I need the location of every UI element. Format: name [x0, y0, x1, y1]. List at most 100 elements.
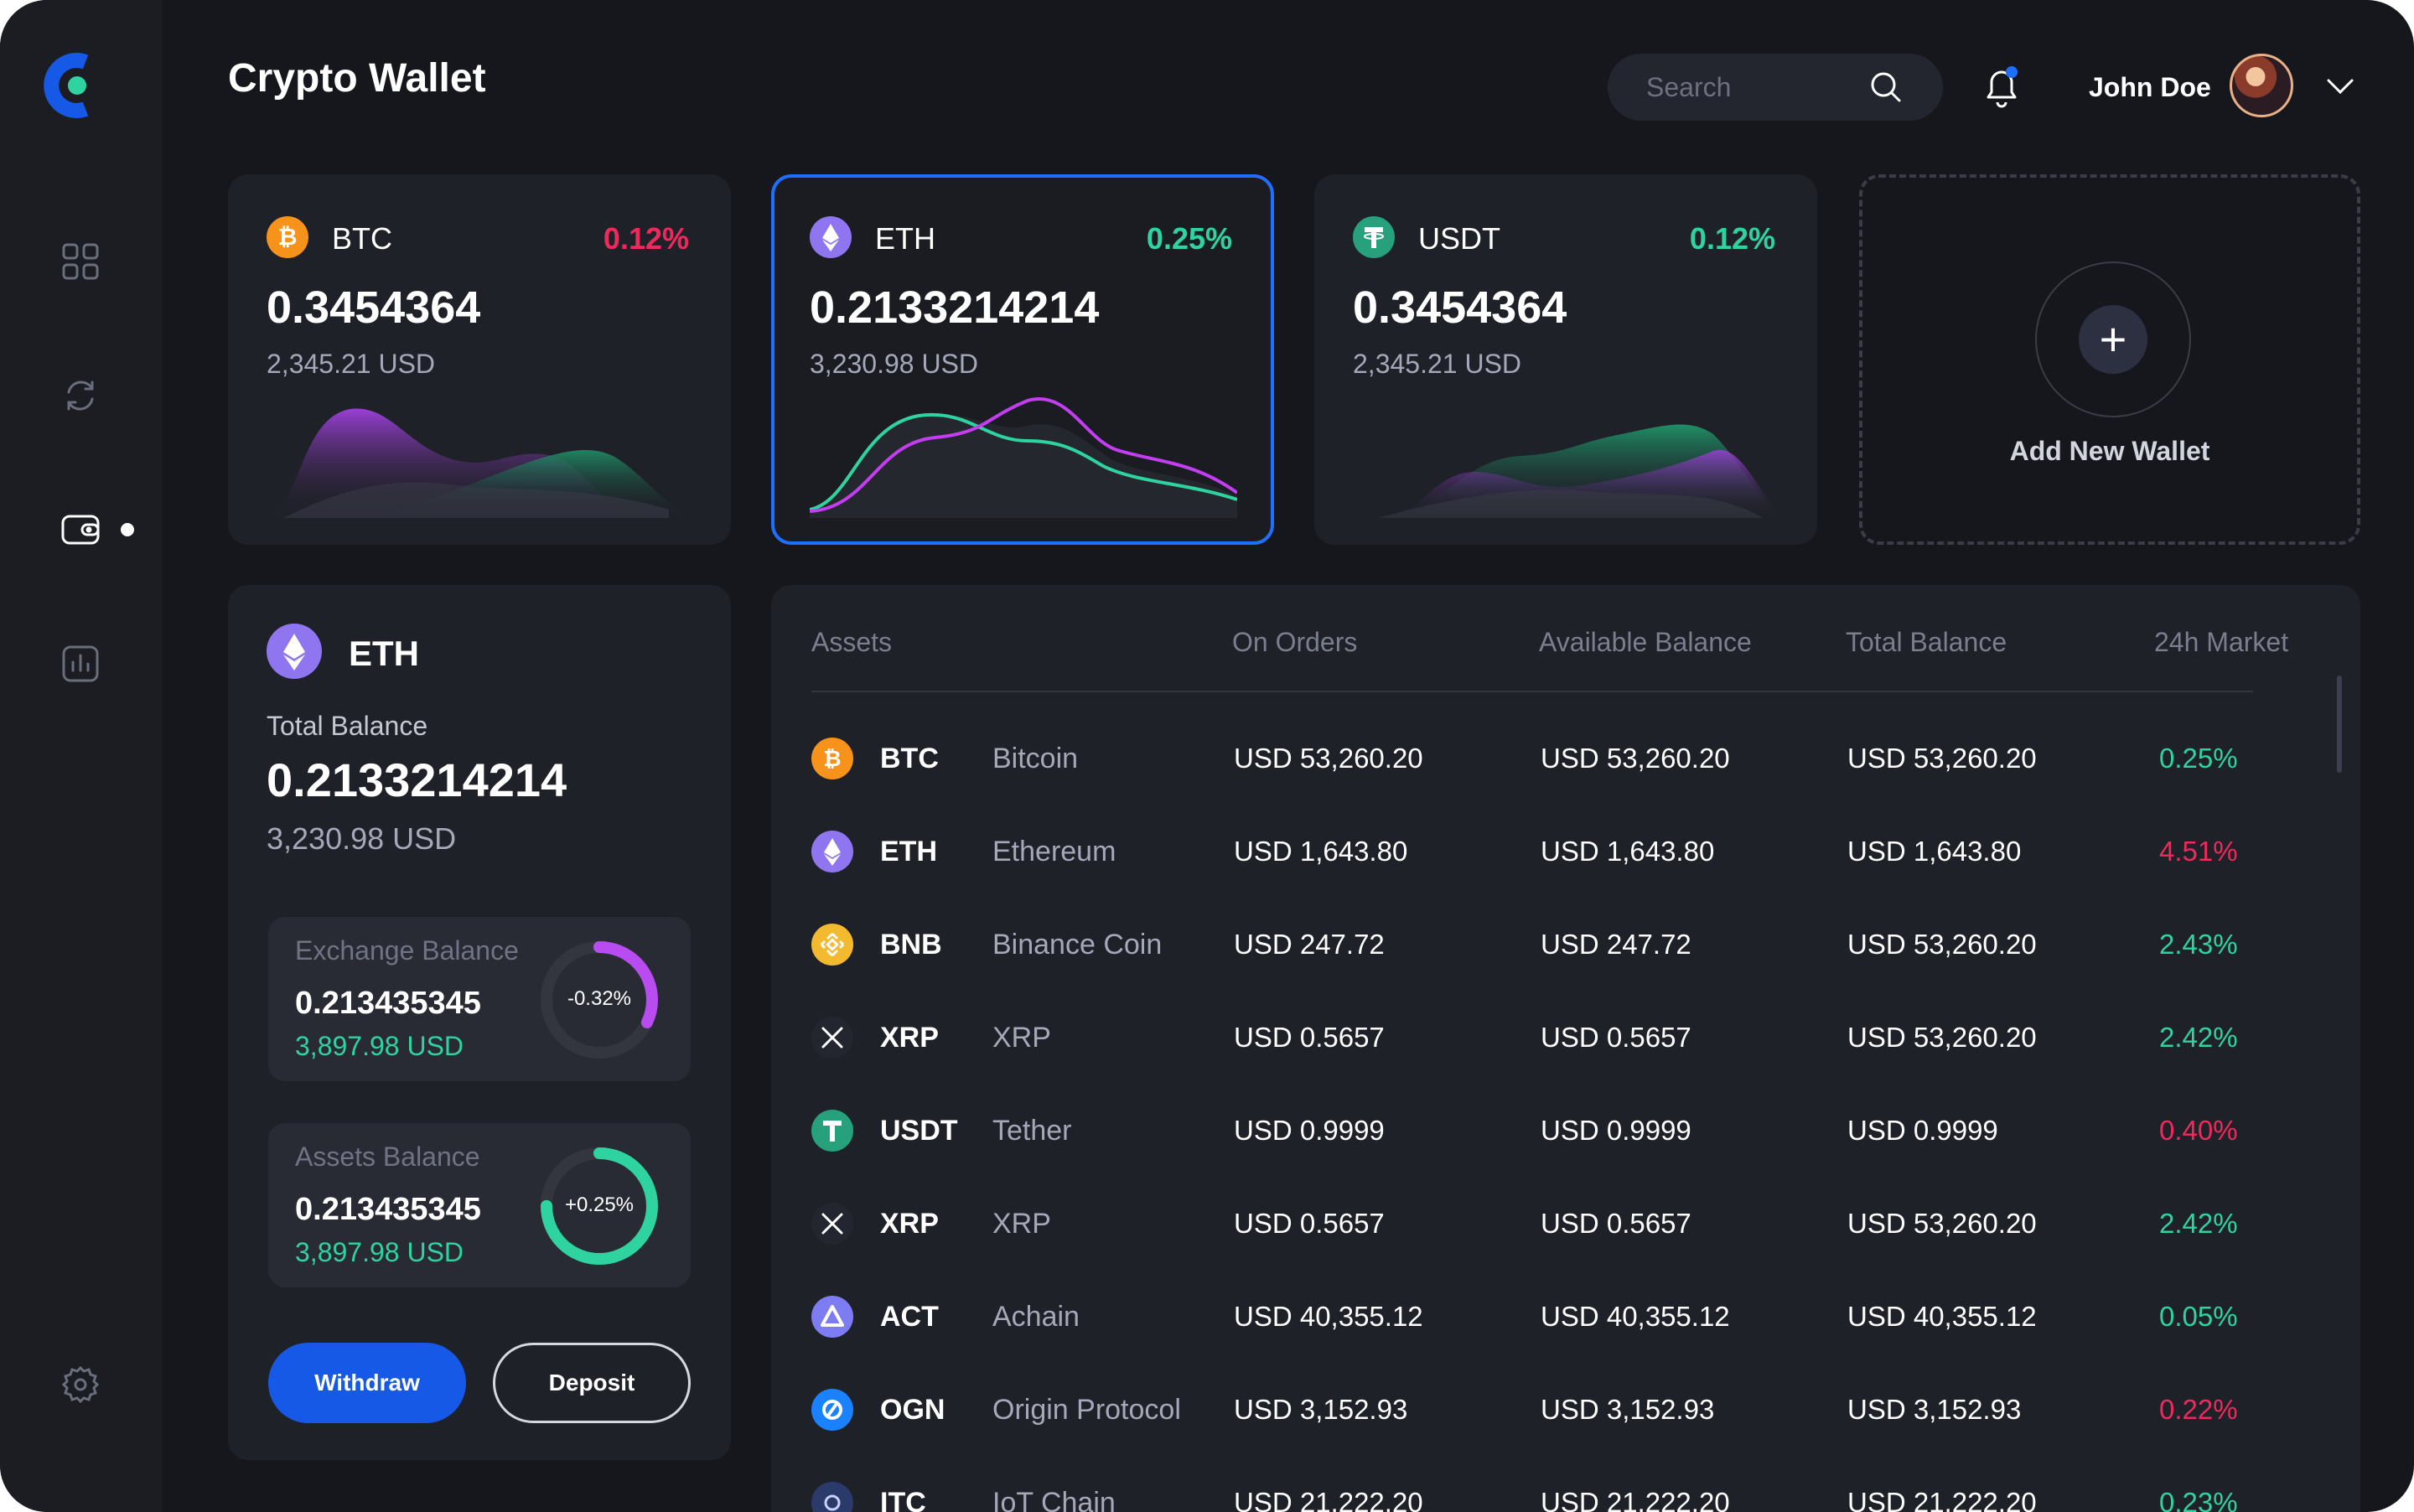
cell-total-balance: USD 53,260.20	[1847, 929, 2037, 960]
cell-name: Origin Protocol	[992, 1394, 1181, 1426]
cell-24h-market: 0.23%	[2159, 1487, 2238, 1512]
deposit-button[interactable]: Deposit	[493, 1343, 691, 1423]
search-bar[interactable]	[1608, 54, 1943, 121]
scrollbar[interactable]	[2337, 676, 2342, 773]
assets-balance-ring	[541, 1147, 658, 1265]
chevron-down-icon[interactable]	[2323, 72, 2357, 99]
total-balance-label: Total Balance	[267, 711, 428, 741]
ethereum-icon	[811, 831, 853, 873]
cell-available-balance: USD 21,222.20	[1541, 1487, 1730, 1512]
table-row[interactable]: XRP XRP USD 0.5657 USD 0.5657 USD 53,260.20 2…	[771, 1176, 2360, 1270]
column-header-assets[interactable]: Assets	[811, 627, 893, 657]
cell-24h-market: 0.40%	[2159, 1115, 2238, 1146]
search-input[interactable]	[1646, 54, 1864, 121]
svg-text:₿: ₿	[823, 747, 841, 772]
achain-icon	[811, 1296, 853, 1338]
cell-total-balance: USD 53,260.20	[1847, 743, 2037, 774]
cell-available-balance: USD 0.5657	[1541, 1022, 1691, 1053]
add-wallet-plus-icon[interactable]: +	[2079, 305, 2147, 374]
search-icon[interactable]	[1867, 69, 1904, 106]
cell-symbol: ITC	[880, 1487, 926, 1512]
cell-symbol: OGN	[880, 1394, 945, 1426]
exchange-balance-card: Exchange Balance 0.213435345 3,897.98 US…	[268, 917, 691, 1081]
cell-24h-market: 2.43%	[2159, 929, 2238, 960]
add-wallet-ring: +	[2035, 261, 2191, 417]
column-header-on-orders[interactable]: On Orders	[1232, 627, 1358, 657]
cell-on-orders: USD 21,222.20	[1234, 1487, 1423, 1512]
cell-name: Binance Coin	[992, 929, 1163, 961]
cell-24h-market: 4.51%	[2159, 836, 2238, 867]
cell-24h-market: 0.05%	[2159, 1301, 2238, 1332]
cell-on-orders: USD 1,643.80	[1234, 836, 1408, 867]
assets-balance-card: Assets Balance 0.213435345 3,897.98 USD …	[268, 1123, 691, 1287]
assets-balance-amount: 0.213435345	[295, 1192, 481, 1227]
table-row[interactable]: ACT Achain USD 40,355.12 USD 40,355.12 USD 4…	[771, 1269, 2360, 1363]
nav-wallet-icon[interactable]	[59, 508, 102, 551]
header-divider	[811, 691, 2253, 692]
column-header-24h-market[interactable]: 24h Market	[2154, 627, 2289, 657]
wallet-symbol: USDT	[1418, 221, 1500, 256]
nav-dashboard-icon[interactable]	[59, 240, 102, 283]
cell-symbol: XRP	[880, 1022, 939, 1054]
cell-available-balance: USD 247.72	[1541, 929, 1691, 960]
wallet-sparkline	[1378, 424, 1780, 518]
table-row[interactable]: BNB Binance Coin USD 247.72 USD 247.72 USD 5…	[771, 897, 2360, 991]
cell-available-balance: USD 3,152.93	[1541, 1394, 1715, 1425]
wallet-usd: 2,345.21 USD	[267, 349, 436, 379]
table-row[interactable]: ITC IoT Chain USD 21,222.20 USD 21,222.20 US…	[771, 1455, 2360, 1512]
wallet-change: 0.25%	[1146, 221, 1232, 256]
user-name[interactable]: John Doe	[2089, 72, 2211, 102]
cell-on-orders: USD 3,152.93	[1234, 1394, 1408, 1425]
wallet-usd: 2,345.21 USD	[1353, 349, 1522, 379]
cell-24h-market: 2.42%	[2159, 1208, 2238, 1239]
cell-available-balance: USD 40,355.12	[1541, 1301, 1730, 1332]
withdraw-button[interactable]: Withdraw	[268, 1343, 466, 1423]
cell-name: IoT Chain	[992, 1487, 1116, 1512]
cell-symbol: USDT	[880, 1115, 958, 1147]
wallet-card-usdt[interactable]: USDT 0.12% 0.3454364 2,345.21 USD	[1314, 174, 1817, 545]
cell-on-orders: USD 247.72	[1234, 929, 1385, 960]
detail-symbol: ETH	[349, 634, 419, 673]
cell-on-orders: USD 0.5657	[1234, 1022, 1385, 1053]
add-wallet-label[interactable]: Add New Wallet	[2009, 436, 2210, 466]
cell-24h-market: 2.42%	[2159, 1022, 2238, 1053]
add-wallet-card[interactable]: + Add New Wallet	[1859, 174, 2360, 545]
table-row[interactable]: ETH Ethereum USD 1,643.80 USD 1,643.80 USD 1…	[771, 804, 2360, 898]
wallet-sparkline	[810, 397, 1237, 518]
cell-name: Ethereum	[992, 836, 1116, 867]
cell-available-balance: USD 0.5657	[1541, 1208, 1691, 1239]
wallet-change: 0.12%	[1689, 221, 1775, 256]
xrp-icon	[811, 1017, 853, 1059]
brand-logo-icon[interactable]	[44, 50, 99, 121]
nav-settings-gear-icon[interactable]	[59, 1363, 102, 1406]
ethereum-icon	[810, 216, 852, 258]
nav-exchange-icon[interactable]	[59, 374, 102, 417]
assets-balance-label: Assets Balance	[295, 1142, 480, 1172]
wallet-amount: 0.2133214214	[810, 282, 1100, 333]
cell-available-balance: USD 0.9999	[1541, 1115, 1691, 1146]
cell-on-orders: USD 0.9999	[1234, 1115, 1385, 1146]
cell-total-balance: USD 21,222.20	[1847, 1487, 2037, 1512]
total-balance-usd: 3,230.98 USD	[267, 821, 457, 856]
cell-name: XRP	[992, 1208, 1051, 1240]
exchange-balance-label: Exchange Balance	[295, 935, 519, 966]
cell-name: XRP	[992, 1022, 1051, 1054]
ethereum-icon	[267, 624, 322, 679]
wallet-card-btc[interactable]: ₿ BTC 0.12% 0.3454364 2,345.21 USD	[228, 174, 731, 545]
cell-on-orders: USD 53,260.20	[1234, 743, 1423, 774]
nav-stats-icon[interactable]	[59, 642, 102, 686]
table-row[interactable]: USDT Tether USD 0.9999 USD 0.9999 USD 0.9999…	[771, 1083, 2360, 1177]
assets-table: Assets On Orders Available Balance Total…	[771, 585, 2360, 1512]
cell-symbol: BNB	[880, 929, 942, 961]
avatar[interactable]	[2230, 54, 2293, 117]
cell-on-orders: USD 0.5657	[1234, 1208, 1385, 1239]
column-header-available-balance[interactable]: Available Balance	[1539, 627, 1752, 657]
sidebar	[0, 0, 162, 1512]
table-row[interactable]: ₿ BTC Bitcoin USD 53,260.20 USD 53,260.20 USD…	[771, 711, 2360, 805]
wallet-card-eth[interactable]: ETH 0.25% 0.2133214214 3,230.98 USD	[771, 174, 1274, 545]
notification-bell-icon[interactable]	[1980, 64, 2023, 111]
column-header-total-balance[interactable]: Total Balance	[1846, 627, 2007, 657]
table-row[interactable]: XRP XRP USD 0.5657 USD 0.5657 USD 53,260.20 2…	[771, 990, 2360, 1084]
table-row[interactable]: OGN Origin Protocol USD 3,152.93 USD 3,152.…	[771, 1362, 2360, 1456]
cell-total-balance: USD 53,260.20	[1847, 1208, 2037, 1239]
